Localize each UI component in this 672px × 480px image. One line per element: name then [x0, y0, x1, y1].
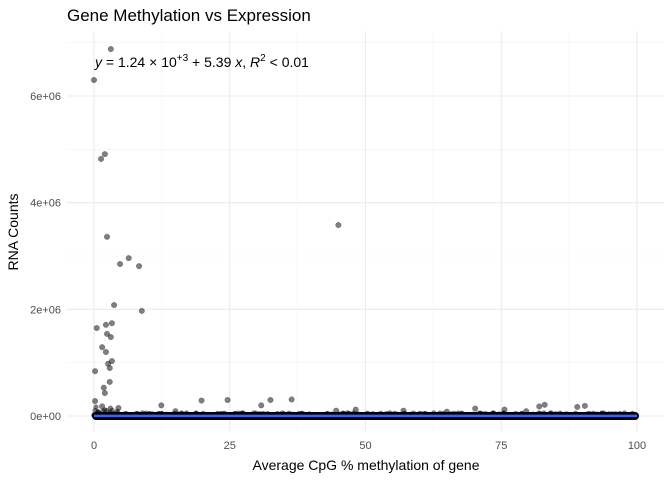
data-point — [333, 407, 340, 414]
data-point — [224, 396, 231, 404]
data-point — [100, 384, 107, 391]
data-point — [501, 406, 508, 413]
y-axis-ticks: 0e+00 2e+06 4e+06 6e+06 — [30, 91, 61, 423]
y-axis-title: RNA Counts — [5, 193, 21, 270]
eq-slope: + 5.39 — [188, 54, 235, 70]
y-tick-label: 6e+06 — [30, 91, 61, 103]
x-axis-ticks: 0 25 50 75 100 — [91, 440, 646, 452]
scatter-points — [90, 46, 588, 415]
data-point — [267, 396, 274, 404]
data-point — [115, 404, 122, 412]
data-point — [352, 406, 359, 413]
data-point — [90, 76, 98, 84]
data-point — [443, 408, 451, 415]
y-tick-label: 0e+00 — [30, 411, 61, 423]
data-point — [102, 321, 109, 328]
data-point — [101, 390, 108, 397]
data-point — [541, 401, 548, 408]
data-point — [101, 151, 108, 158]
x-axis-title: Average CpG % methylation of gene — [253, 457, 480, 473]
data-point — [92, 398, 99, 405]
regression-equation: y = 1.24 × 10+3 + 5.39 x, R2 < 0.01 — [94, 53, 309, 70]
data-point — [472, 405, 479, 412]
data-point — [400, 407, 407, 414]
data-point — [106, 378, 113, 385]
y-tick-label: 4e+06 — [30, 198, 61, 210]
data-point — [92, 368, 99, 375]
x-tick-label: 50 — [359, 440, 371, 452]
data-point — [574, 403, 581, 410]
data-point — [117, 260, 124, 268]
data-point — [258, 402, 265, 409]
data-point — [172, 408, 179, 415]
x-tick-label: 100 — [628, 440, 646, 452]
data-point — [536, 403, 543, 410]
eq-times: × — [149, 54, 157, 70]
eq-y-var: y — [94, 54, 103, 70]
data-point — [523, 408, 530, 415]
chart-title: Gene Methylation vs Expression — [67, 6, 311, 25]
data-point — [138, 307, 145, 314]
data-point — [111, 302, 118, 309]
data-point — [107, 334, 114, 341]
data-point — [98, 155, 105, 162]
eq-x-var: x — [234, 54, 243, 70]
y-tick-label: 2e+06 — [30, 304, 61, 316]
x-tick-label: 25 — [224, 440, 236, 452]
x-tick-label: 75 — [495, 440, 507, 452]
data-point — [335, 222, 342, 229]
eq-r-exp: 2 — [260, 53, 266, 64]
eq-r-value: < 0.01 — [266, 54, 309, 70]
data-point — [158, 402, 165, 409]
data-point — [581, 402, 588, 409]
eq-sep: , — [242, 54, 250, 70]
data-point — [107, 46, 114, 53]
data-point — [93, 324, 100, 332]
data-point — [102, 348, 109, 356]
data-point — [106, 364, 113, 372]
x-tick-label: 0 — [91, 440, 97, 452]
data-point — [103, 233, 111, 240]
data-point — [136, 263, 143, 270]
data-point — [288, 396, 295, 403]
data-point — [107, 405, 114, 411]
data-point — [108, 320, 115, 327]
eq-base: 10 — [161, 54, 177, 70]
eq-intercept: 1.24 — [118, 54, 145, 70]
eq-r-var: R — [250, 54, 260, 70]
data-point — [99, 344, 106, 351]
eq-exponent: +3 — [177, 53, 189, 64]
data-point — [125, 255, 132, 262]
data-point — [99, 403, 106, 410]
data-point — [103, 330, 111, 337]
data-point — [198, 397, 205, 404]
